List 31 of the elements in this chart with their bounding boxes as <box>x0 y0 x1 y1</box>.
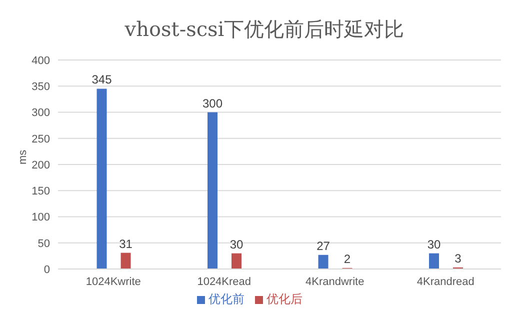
data-label: 27 <box>316 238 330 253</box>
y-tick-label: 300 <box>32 107 50 120</box>
y-tick-label: 200 <box>32 159 50 172</box>
y-axis-title: ms <box>16 149 29 164</box>
y-tick-label: 0 <box>44 264 50 276</box>
bar <box>318 254 328 269</box>
x-tick-label: 4Krandwrite <box>306 276 364 288</box>
data-label: 30 <box>230 237 244 252</box>
bar <box>232 253 242 269</box>
data-label: 3 <box>454 251 462 266</box>
y-tick-label: 50 <box>38 238 50 250</box>
bar <box>96 88 107 269</box>
chart-title: vhost-scsi下优化前后时延对比 <box>124 16 406 43</box>
legend-label: 优化后 <box>266 292 302 306</box>
data-label: 30 <box>427 237 442 252</box>
x-tick-label: 1024Kwrite <box>86 276 141 288</box>
x-tick-label: 1024Kread <box>197 276 252 288</box>
data-label: 345 <box>92 72 112 87</box>
data-label: 31 <box>119 236 133 251</box>
data-label: 300 <box>202 96 223 110</box>
y-tick-label: 100 <box>32 212 50 224</box>
data-label: 2 <box>344 252 351 266</box>
y-tick-label: 250 <box>32 133 50 146</box>
x-tick-label: 4Krandread <box>416 276 474 288</box>
y-tick-label: 400 <box>32 54 50 67</box>
y-tick-label: 350 <box>32 81 50 94</box>
y-tick-label: 150 <box>32 186 50 198</box>
bar <box>429 253 440 269</box>
bar <box>208 112 218 269</box>
legend-label: 优化前 <box>208 292 244 306</box>
bar <box>120 252 131 269</box>
